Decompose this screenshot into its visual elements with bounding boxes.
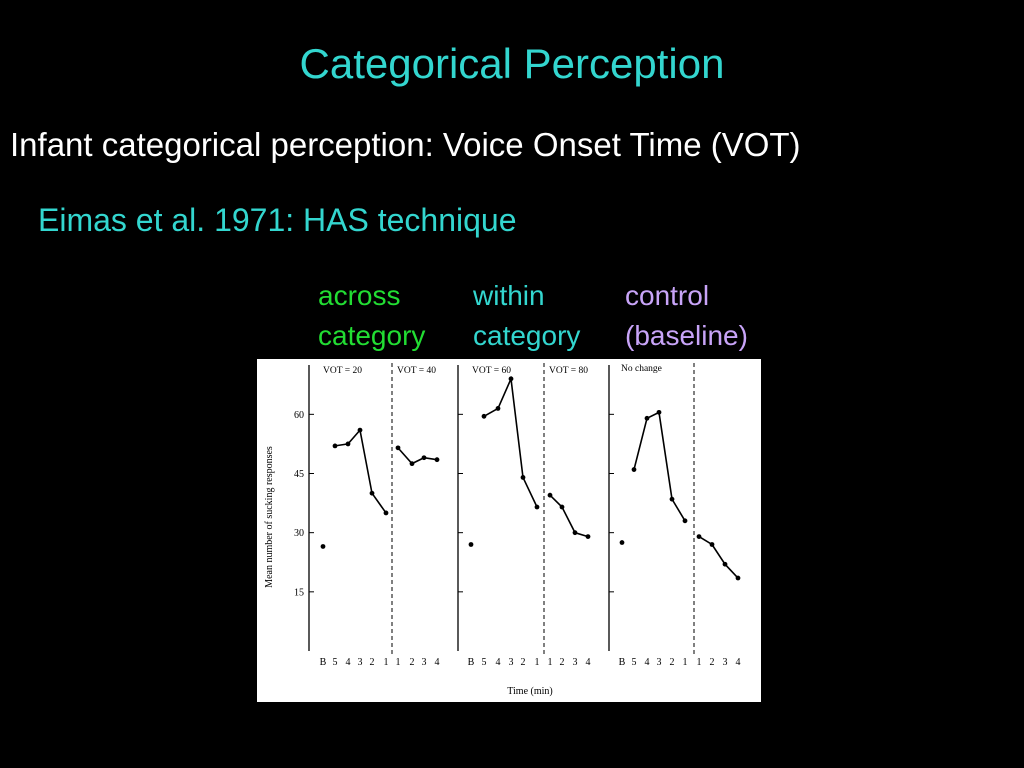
- post-shift-point: [585, 534, 591, 540]
- pre-shift-point: [534, 504, 540, 510]
- post-shift-line: [698, 535, 739, 579]
- x-tick-label: 3: [358, 657, 363, 668]
- pre-shift-point: [656, 409, 662, 415]
- x-tick-label: B: [619, 657, 626, 668]
- baseline-point: [619, 540, 625, 545]
- x-tick-label: 5: [333, 657, 338, 668]
- post-shift-point: [696, 534, 702, 540]
- x-tick-label: 2: [410, 657, 415, 668]
- x-tick-label: 3: [723, 657, 728, 668]
- x-tick-label: 4: [586, 657, 591, 668]
- x-axis-label: Time (min): [507, 686, 552, 697]
- post-shift-point: [434, 457, 440, 463]
- slide-subtitle: Infant categorical perception: Voice Ons…: [10, 126, 801, 163]
- y-tick-label: 60: [294, 410, 304, 421]
- condition-label-line: (baseline): [625, 320, 748, 351]
- x-tick-label: 4: [645, 657, 650, 668]
- x-tick-label: 5: [482, 657, 487, 668]
- pre-shift-point: [669, 496, 675, 502]
- pre-shift-point: [644, 415, 650, 421]
- pre-shift-point: [631, 467, 637, 472]
- post-shift-point: [709, 542, 715, 547]
- y-tick-label: 45: [294, 469, 304, 480]
- x-tick-label: B: [320, 657, 327, 668]
- x-tick-label: 4: [496, 657, 501, 668]
- condition-label-within: within category: [473, 276, 580, 356]
- panel-label-post: VOT = 80: [549, 366, 588, 376]
- x-tick-label: 5: [632, 657, 637, 668]
- pre-shift-line: [483, 375, 538, 508]
- x-tick-label: 4: [346, 657, 351, 668]
- x-tick-label: 1: [384, 657, 389, 668]
- x-tick-label: 1: [697, 657, 702, 668]
- x-tick-label: 1: [548, 657, 553, 668]
- x-tick-label: 2: [521, 657, 526, 668]
- post-shift-point: [559, 504, 565, 510]
- post-shift-point: [722, 561, 728, 567]
- x-tick-label: 4: [435, 657, 440, 668]
- post-shift-line: [549, 494, 589, 538]
- pre-shift-line: [334, 428, 387, 514]
- x-tick-label: 2: [370, 657, 375, 668]
- pre-shift-line: [633, 411, 686, 522]
- condition-label-line: category: [318, 320, 426, 351]
- y-tick-label: 30: [294, 528, 304, 539]
- x-tick-label: 1: [535, 657, 540, 668]
- x-tick-label: 1: [683, 657, 688, 668]
- panel-label-pre: VOT = 20: [323, 366, 362, 376]
- condition-label-across: across category: [318, 276, 425, 356]
- baseline-point: [468, 542, 474, 547]
- pre-shift-point: [508, 376, 514, 382]
- x-tick-label: 2: [710, 657, 715, 668]
- pre-shift-point: [332, 443, 338, 449]
- x-tick-label: 3: [657, 657, 662, 668]
- post-shift-point: [547, 492, 553, 498]
- condition-label-line: across: [318, 280, 401, 311]
- condition-label-line: category: [473, 320, 581, 351]
- pre-shift-point: [345, 441, 351, 447]
- chart-svg: Mean number of sucking responses Time (m…: [264, 363, 741, 697]
- x-tick-label: 2: [560, 657, 565, 668]
- condition-label-control: control (baseline): [625, 276, 748, 356]
- study-citation: Eimas et al. 1971: HAS technique: [38, 202, 517, 238]
- pre-shift-point: [357, 427, 363, 433]
- baseline-point: [320, 544, 326, 549]
- panel-label-pre: VOT = 60: [472, 366, 511, 376]
- sucking-response-figure: Mean number of sucking responses Time (m…: [257, 359, 761, 702]
- pre-shift-point: [520, 475, 526, 480]
- x-tick-label: 2: [670, 657, 675, 668]
- pre-shift-point: [682, 518, 688, 524]
- pre-shift-point: [481, 413, 487, 419]
- pre-shift-point: [369, 490, 375, 496]
- x-tick-label: 1: [396, 657, 401, 668]
- post-shift-point: [409, 461, 415, 467]
- x-tick-label: 3: [509, 657, 514, 668]
- pre-shift-point: [383, 510, 389, 516]
- y-axis-label: Mean number of sucking responses: [264, 446, 275, 588]
- y-tick-label: 15: [294, 587, 304, 598]
- x-tick-label: B: [468, 657, 475, 668]
- panel-label-post: VOT = 40: [397, 366, 436, 376]
- pre-shift-point: [495, 406, 501, 411]
- post-shift-point: [395, 445, 401, 451]
- post-shift-point: [421, 455, 427, 461]
- post-shift-line: [397, 447, 438, 465]
- condition-label-line: control: [625, 280, 710, 311]
- panel-label-control: No change: [621, 364, 662, 374]
- post-shift-point: [735, 575, 741, 581]
- x-tick-label: 4: [736, 657, 741, 668]
- x-tick-label: 3: [573, 657, 578, 668]
- condition-label-line: within: [473, 280, 545, 311]
- x-tick-label: 3: [422, 657, 427, 668]
- slide-title: Categorical Perception: [299, 40, 725, 87]
- post-shift-point: [572, 530, 578, 536]
